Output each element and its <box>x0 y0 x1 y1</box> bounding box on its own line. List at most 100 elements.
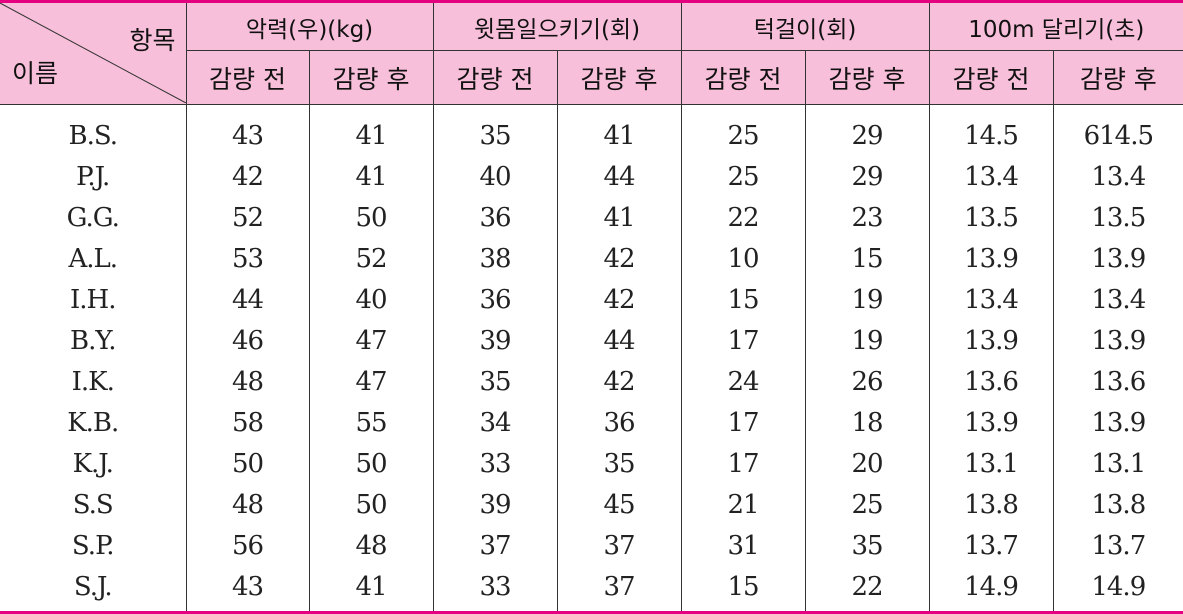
table-row: A.L. 53 52 38 42 10 15 13.9 13.9 <box>0 238 1183 279</box>
group-header-grip: 악력(우)(kg) <box>186 1 434 51</box>
value-cell: 15 <box>805 238 930 279</box>
value-cell: 33 <box>433 443 558 484</box>
corner-item-label: 항목 <box>129 26 176 55</box>
value-cell: 13.8 <box>1091 489 1146 520</box>
value-cell: 19 <box>805 279 930 320</box>
value-cell: 17 <box>681 320 806 361</box>
value-cell: 41 <box>309 104 434 156</box>
corner-header-cell: 항목 이름 <box>0 1 187 105</box>
row-name-cell: K.B. <box>0 402 187 443</box>
value-cell: 39 <box>433 484 558 525</box>
value-cell: 19 <box>805 320 930 361</box>
value-cell: 22 <box>805 566 930 613</box>
row-name-cell: K.J. <box>0 443 187 484</box>
sub-header-cell: 감량 전 <box>433 50 558 105</box>
value-cell: 25 <box>681 104 806 156</box>
group-header-sprint: 100m 달리기(초) <box>929 1 1183 51</box>
value-cell: 41 <box>557 197 682 238</box>
sub-header-row: 감량 전 감량 후 감량 전 감량 후 감량 전 감량 후 감량 전 감량 후 <box>0 50 1183 105</box>
value-cell: 26 <box>805 361 930 402</box>
value-cell: 14.9 <box>1091 571 1146 602</box>
value-cell: 38 <box>433 238 558 279</box>
value-cell: 42 <box>557 279 682 320</box>
sub-header-cell: 감량 전 <box>186 50 310 105</box>
row-name-cell: B.S. <box>0 104 187 156</box>
value-cell: 22 <box>681 197 806 238</box>
sub-header-cell: 감량 전 <box>681 50 806 105</box>
table-row: P.J. 42 41 40 44 25 29 13.4 13.4 <box>0 156 1183 197</box>
value-cell: 20 <box>805 443 930 484</box>
value-cell: 34 <box>433 402 558 443</box>
value-cell: 37 <box>433 525 558 566</box>
value-cell: 55 <box>309 402 434 443</box>
row-name-cell: B.Y. <box>0 320 187 361</box>
table-row: I.K. 48 47 35 42 24 26 13.6 13.6 <box>0 361 1183 402</box>
value-cell: 50 <box>309 197 434 238</box>
value-cell: 47 <box>309 361 434 402</box>
value-cell: 14.5 <box>929 104 1054 156</box>
value-cell: 53 <box>186 238 310 279</box>
value-cell: 13.9 <box>929 238 1054 279</box>
row-name-cell: S.P. <box>0 525 187 566</box>
value-cell: 36 <box>433 279 558 320</box>
value-cell: 48 <box>186 484 310 525</box>
value-cell: 42 <box>557 361 682 402</box>
value-cell: 13.7 <box>929 525 1054 566</box>
table-row: S.S 48 50 39 45 21 25 13.8 13.8 <box>0 484 1183 525</box>
sub-header-cell: 감량 후 <box>557 50 682 105</box>
value-cell: 43 <box>186 566 310 613</box>
value-cell: 29 <box>805 104 930 156</box>
row-name-cell: P.J. <box>0 156 187 197</box>
value-cell: 36 <box>433 197 558 238</box>
table-row: S.P. 56 48 37 37 31 35 13.7 13.7 <box>0 525 1183 566</box>
value-cell: 35 <box>805 525 930 566</box>
table-row: K.J. 50 50 33 35 17 20 13.1 13.1 <box>0 443 1183 484</box>
value-cell: 41 <box>309 156 434 197</box>
sub-header-cell: 감량 후 <box>805 50 930 105</box>
value-cell: 15 <box>681 566 806 613</box>
value-cell: 43 <box>186 104 310 156</box>
row-name-cell: A.L. <box>0 238 187 279</box>
value-cell: 33 <box>433 566 558 613</box>
row-name-cell: I.H. <box>0 279 187 320</box>
value-cell: 13.1 <box>929 443 1054 484</box>
value-cell: 46 <box>186 320 310 361</box>
sub-header-cell: 감량 후 <box>1053 50 1183 105</box>
table-row: B.S. 43 41 35 41 25 29 14.5 614.5 <box>0 104 1183 156</box>
sub-header-cell: 감량 후 <box>309 50 434 105</box>
value-cell: 41 <box>557 104 682 156</box>
table-row: B.Y. 46 47 39 44 17 19 13.9 13.9 <box>0 320 1183 361</box>
table-row: K.B. 58 55 34 36 17 18 13.9 13.9 <box>0 402 1183 443</box>
value-cell: 44 <box>557 156 682 197</box>
value-cell: 29 <box>805 156 930 197</box>
value-cell: 14.9 <box>929 566 1054 613</box>
row-name-cell: S.S <box>0 484 187 525</box>
table-body: B.S. 43 41 35 41 25 29 14.5 614.5 P.J. 42 41 40 44 25 2… <box>0 104 1183 613</box>
value-cell: 35 <box>557 443 682 484</box>
value-cell: 48 <box>186 361 310 402</box>
value-cell: 13.8 <box>929 484 1054 525</box>
value-cell: 13.4 <box>929 156 1054 197</box>
table-row: G.G. 52 50 36 41 22 23 13.5 13.5 <box>0 197 1183 238</box>
value-cell: 13.4 <box>1091 284 1146 315</box>
value-cell: 50 <box>309 484 434 525</box>
value-cell: 17 <box>681 443 806 484</box>
value-cell: 24 <box>681 361 806 402</box>
value-cell: 25 <box>805 484 930 525</box>
value-cell: 13.9 <box>1091 325 1146 356</box>
value-cell: 13.6 <box>1091 366 1146 397</box>
row-name-cell: I.K. <box>0 361 187 402</box>
value-cell: 13.1 <box>1091 448 1146 479</box>
sub-header-cell: 감량 전 <box>929 50 1054 105</box>
value-cell: 21 <box>681 484 806 525</box>
group-header-row: 항목 이름 악력(우)(kg) 윗몸일으키기(회) 턱걸이(회) 100m 달리… <box>0 1 1183 105</box>
value-cell: 13.5 <box>929 197 1054 238</box>
value-cell: 10 <box>681 238 806 279</box>
value-cell: 17 <box>681 402 806 443</box>
value-cell: 40 <box>433 156 558 197</box>
value-cell: 44 <box>186 279 310 320</box>
table-row: I.H. 44 40 36 42 15 19 13.4 13.4 <box>0 279 1183 320</box>
value-cell: 52 <box>309 238 434 279</box>
value-cell: 42 <box>557 238 682 279</box>
